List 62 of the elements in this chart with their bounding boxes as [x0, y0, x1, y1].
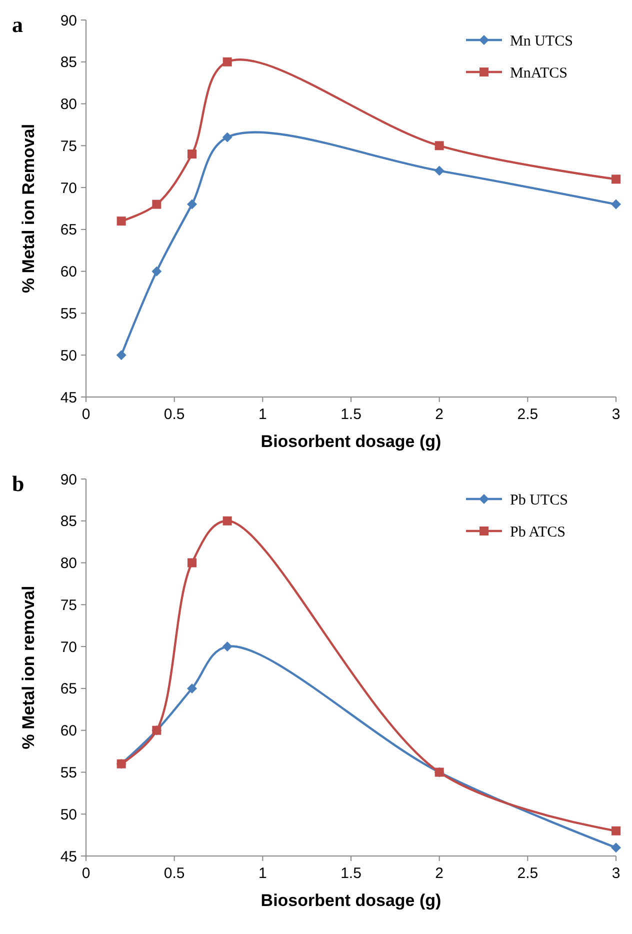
y-tick-label: 75: [60, 596, 77, 614]
point: [187, 683, 197, 694]
x-tick-label: 2.5: [517, 406, 538, 423]
x-axis-title: Biosorbent dosage (g): [260, 891, 442, 910]
y-tick-label: 85: [60, 54, 77, 72]
point: [222, 516, 232, 526]
y-tick-label: 90: [60, 12, 77, 30]
point: [222, 642, 232, 652]
x-tick-label: 0: [82, 406, 90, 423]
point: [434, 141, 444, 150]
x-tick-label: 2: [435, 865, 444, 882]
point: [152, 266, 162, 276]
point: [611, 199, 621, 210]
point: [434, 166, 444, 176]
y-tick-label: 70: [60, 180, 77, 197]
y-axis-title: % Metal ion Removal: [19, 124, 38, 294]
x-axis-title: Biosorbent dosage (g): [260, 432, 442, 451]
chart-title: a: [12, 12, 23, 37]
y-tick-label: 65: [60, 222, 77, 239]
point: [116, 216, 126, 226]
x-tick-label: 2: [435, 406, 444, 423]
y-tick-label: 65: [60, 680, 77, 698]
point: [188, 558, 196, 568]
y-tick-label: 90: [60, 471, 77, 488]
y-tick-label: 50: [60, 347, 77, 364]
point: [116, 350, 126, 360]
chart-title: b: [12, 471, 24, 496]
point: [612, 174, 620, 184]
x-tick-label: 1.5: [340, 865, 362, 882]
x-tick-label: 3: [612, 406, 620, 423]
x-tick-label: 1: [258, 406, 267, 423]
point: [188, 150, 196, 159]
legend-label: Pb UTCS: [510, 492, 568, 508]
x-tick-label: 0.5: [164, 406, 185, 423]
x-tick-label: 1.5: [340, 406, 362, 423]
y-tick-label: 55: [60, 764, 77, 782]
y-tick-label: 45: [60, 389, 77, 406]
y-tick-label: 60: [60, 264, 77, 281]
legend-label: Pb ATCS: [510, 524, 566, 540]
x-tick-label: 1: [258, 865, 267, 882]
y-tick-label: 55: [60, 305, 77, 322]
legend-label: MnATCS: [510, 65, 568, 82]
y-tick-label: 50: [60, 806, 77, 824]
x-tick-label: 3: [612, 865, 620, 882]
point: [152, 200, 162, 209]
y-tick-label: 70: [60, 638, 77, 656]
y-axis-title: % Metal ion removal: [19, 586, 38, 750]
point: [187, 199, 197, 210]
y-tick-label: 45: [60, 848, 77, 866]
y-tick-label: 85: [60, 513, 77, 530]
y-tick-label: 80: [60, 555, 77, 572]
point: [612, 826, 620, 836]
y-tick-label: 75: [60, 138, 77, 155]
point: [222, 57, 232, 66]
point: [222, 132, 232, 142]
x-tick-label: 2.5: [517, 865, 538, 882]
x-tick-label: 0.5: [164, 865, 185, 882]
x-tick-label: 0: [82, 865, 90, 882]
y-tick-label: 80: [60, 96, 77, 114]
legend-label: Mn UTCS: [510, 33, 573, 50]
point: [611, 842, 621, 853]
y-tick-label: 60: [60, 722, 77, 740]
